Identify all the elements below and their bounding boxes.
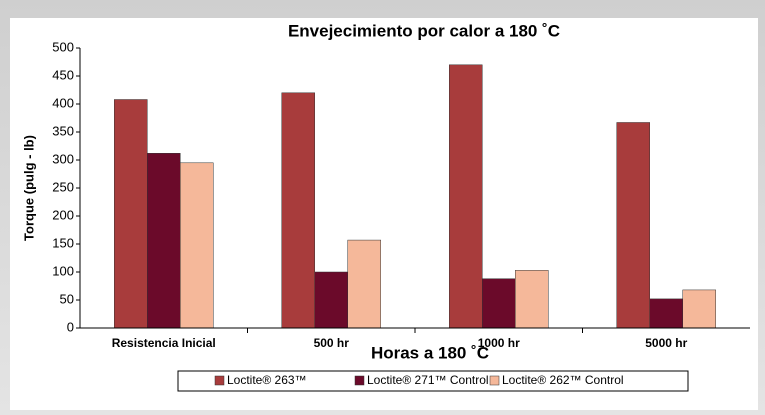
legend-label: Loctite® 263™ bbox=[227, 373, 307, 387]
x-axis-label: Horas a 180 ˚C bbox=[371, 343, 489, 362]
y-tick-label: 350 bbox=[52, 123, 74, 138]
y-tick-label: 450 bbox=[52, 67, 74, 82]
legend-label: Loctite® 262™ Control bbox=[502, 373, 624, 387]
legend bbox=[177, 370, 689, 392]
bar bbox=[281, 92, 315, 329]
y-tick-label: 150 bbox=[52, 235, 74, 250]
y-tick-label: 50 bbox=[60, 291, 74, 306]
x-tick-label: 500 hr bbox=[314, 336, 350, 350]
legend-label: Loctite® 271™ Control bbox=[367, 373, 489, 387]
legend-swatch bbox=[489, 375, 500, 386]
legend-swatch bbox=[214, 375, 225, 386]
y-tick-label: 300 bbox=[52, 151, 74, 166]
legend-swatch bbox=[354, 375, 365, 386]
x-tick-label: Resistencia Inicial bbox=[112, 336, 216, 350]
bar bbox=[515, 270, 549, 329]
chart-title: Envejecimiento por calor a 180 ˚C bbox=[288, 21, 560, 40]
bar bbox=[347, 239, 381, 329]
bar bbox=[147, 153, 181, 329]
y-tick-label: 100 bbox=[52, 263, 74, 278]
y-tick-label: 400 bbox=[52, 95, 74, 110]
y-tick-label: 0 bbox=[67, 319, 74, 334]
bar bbox=[482, 278, 516, 329]
bar bbox=[682, 289, 716, 329]
y-axis-label: Torque (pulg - lb) bbox=[21, 135, 36, 241]
y-tick-label: 200 bbox=[52, 207, 74, 222]
bar bbox=[114, 99, 148, 329]
bar bbox=[180, 162, 214, 329]
bar bbox=[314, 271, 348, 329]
y-tick-label: 500 bbox=[52, 39, 74, 54]
bar bbox=[449, 64, 483, 329]
y-tick-label: 250 bbox=[52, 179, 74, 194]
bar bbox=[649, 298, 683, 329]
x-tick-label: 1000 hr bbox=[478, 336, 520, 350]
x-tick-label: 5000 hr bbox=[645, 336, 687, 350]
bar bbox=[616, 122, 650, 329]
